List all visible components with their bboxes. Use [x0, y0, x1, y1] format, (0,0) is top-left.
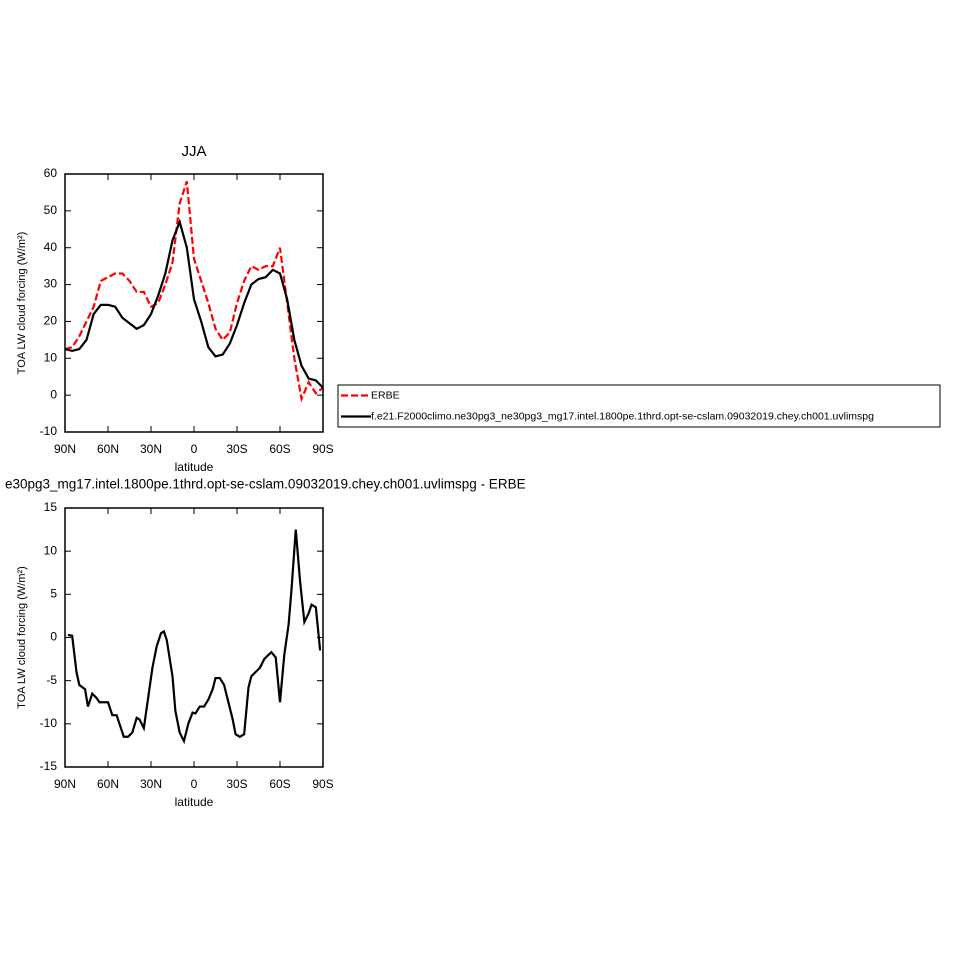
data-line	[64, 218, 324, 389]
y-tick-label: 15	[44, 500, 58, 514]
x-tick-label: 0	[191, 777, 198, 791]
x-tick-label: 60N	[97, 777, 119, 791]
y-axis-label: TOA LW cloud forcing (W/m²)	[16, 566, 28, 709]
y-tick-label: 30	[44, 277, 58, 291]
y-axis-label: TOA LW cloud forcing (W/m²)	[16, 232, 28, 375]
x-tick-label: 30N	[140, 777, 162, 791]
x-tick-label: 90S	[312, 442, 333, 456]
x-tick-label: 30S	[226, 777, 247, 791]
x-tick-label: 30S	[226, 442, 247, 456]
legend-label: ERBE	[371, 389, 400, 401]
x-axis-label: latitude	[175, 460, 214, 474]
y-tick-label: -15	[40, 759, 58, 773]
y-tick-label: 0	[50, 630, 57, 644]
y-tick-label: 0	[50, 387, 57, 401]
data-line	[67, 529, 322, 745]
y-tick-label: -5	[46, 673, 57, 687]
x-tick-label: 60N	[97, 442, 119, 456]
y-tick-label: 10	[44, 350, 58, 364]
x-tick-label: 60S	[269, 442, 290, 456]
y-tick-label: 5	[50, 587, 57, 601]
legend-box	[337, 384, 941, 428]
y-tick-label: 20	[44, 314, 58, 328]
y-tick-label: 50	[44, 203, 58, 217]
x-tick-label: 90N	[54, 777, 76, 791]
chart-title: JJA	[181, 143, 206, 160]
plot-frame	[64, 173, 324, 433]
y-tick-label: -10	[40, 424, 58, 438]
x-tick-label: 90N	[54, 442, 76, 456]
y-tick-label: 40	[44, 240, 58, 254]
x-tick-label: 0	[191, 442, 198, 456]
x-tick-label: 90S	[312, 777, 333, 791]
y-tick-label: 60	[44, 166, 58, 180]
plot-frame	[64, 507, 324, 768]
legend-label: f.e21.F2000climo.ne30pg3_ne30pg3_mg17.in…	[371, 410, 874, 422]
y-tick-label: 10	[44, 543, 58, 557]
data-line	[64, 181, 324, 403]
x-tick-label: 60S	[269, 777, 290, 791]
x-tick-label: 30N	[140, 442, 162, 456]
x-axis-label: latitude	[175, 795, 214, 809]
chart-title: e30pg3_mg17.intel.1800pe.1thrd.opt-se-cs…	[5, 477, 526, 492]
y-tick-label: -10	[40, 716, 58, 730]
